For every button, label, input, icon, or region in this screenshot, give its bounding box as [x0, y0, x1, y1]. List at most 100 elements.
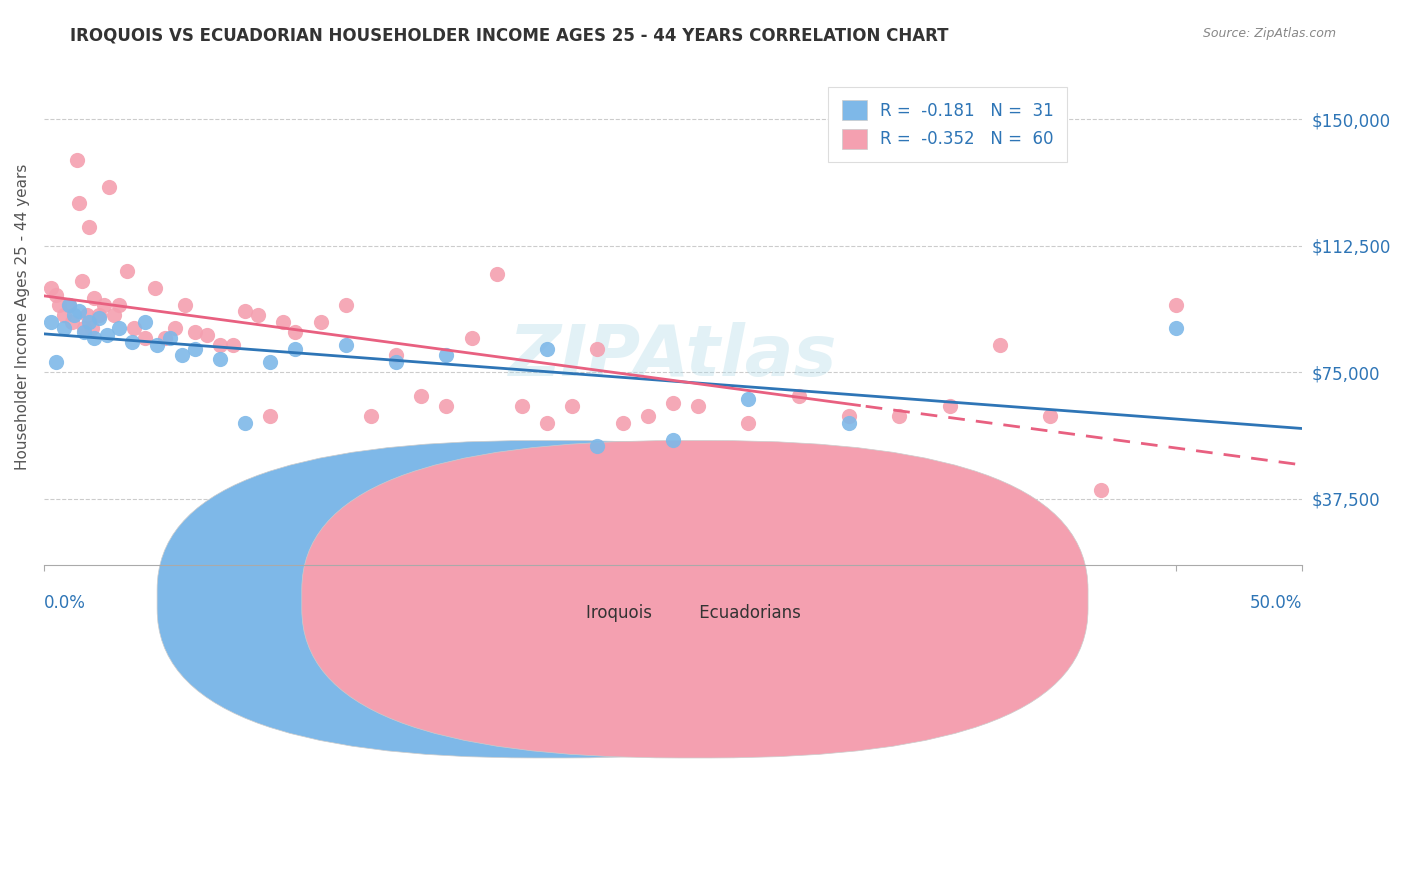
- Point: [83, 291, 105, 305]
- Point: [460, 331, 482, 345]
- Point: [221, 338, 243, 352]
- Point: [83, 331, 105, 345]
- Point: [134, 315, 156, 329]
- Point: [184, 325, 207, 339]
- Point: [284, 325, 307, 339]
- Point: [233, 416, 256, 430]
- Point: [63, 308, 86, 322]
- Point: [41, 315, 63, 329]
- Point: [172, 348, 194, 362]
- Point: [686, 399, 709, 413]
- Point: [938, 399, 960, 413]
- Point: [70, 274, 93, 288]
- Point: [536, 416, 558, 430]
- Point: [335, 298, 357, 312]
- Point: [58, 298, 80, 312]
- Point: [53, 308, 76, 322]
- Point: [510, 399, 533, 413]
- Point: [77, 315, 100, 329]
- Point: [233, 304, 256, 318]
- Point: [146, 338, 169, 352]
- Point: [80, 321, 103, 335]
- Point: [536, 342, 558, 356]
- Point: [153, 331, 176, 345]
- Point: [98, 179, 121, 194]
- Point: [309, 315, 332, 329]
- Point: [173, 298, 195, 312]
- Point: [637, 409, 659, 423]
- Point: [48, 298, 70, 312]
- Point: [586, 439, 609, 453]
- Text: Source: ZipAtlas.com: Source: ZipAtlas.com: [1202, 27, 1336, 40]
- Point: [436, 399, 458, 413]
- Point: [67, 196, 90, 211]
- Point: [485, 268, 508, 282]
- Point: [93, 298, 115, 312]
- Point: [737, 392, 759, 407]
- Point: [73, 321, 96, 335]
- Point: [197, 328, 219, 343]
- Point: [385, 355, 408, 369]
- Point: [1164, 298, 1187, 312]
- Legend: R =  -0.181   N =  31, R =  -0.352   N =  60: R = -0.181 N = 31, R = -0.352 N = 60: [828, 87, 1067, 162]
- FancyBboxPatch shape: [157, 441, 943, 758]
- Point: [246, 308, 269, 322]
- Point: [103, 308, 125, 322]
- Point: [108, 321, 131, 335]
- Text: ZIPAtlas: ZIPAtlas: [509, 322, 837, 391]
- Point: [73, 325, 96, 339]
- Point: [411, 389, 433, 403]
- Point: [988, 338, 1011, 352]
- Point: [89, 311, 111, 326]
- Point: [124, 321, 146, 335]
- Point: [77, 220, 100, 235]
- Point: [284, 342, 307, 356]
- Point: [184, 342, 207, 356]
- Point: [787, 389, 810, 403]
- Point: [96, 328, 118, 343]
- Point: [838, 409, 860, 423]
- Point: [121, 334, 143, 349]
- Point: [58, 298, 80, 312]
- Point: [1164, 321, 1187, 335]
- Point: [108, 298, 131, 312]
- Point: [271, 315, 294, 329]
- Point: [115, 264, 138, 278]
- Point: [89, 308, 111, 322]
- Point: [45, 355, 67, 369]
- Point: [612, 416, 634, 430]
- FancyBboxPatch shape: [302, 441, 1088, 758]
- Point: [41, 281, 63, 295]
- Point: [65, 153, 87, 167]
- Point: [561, 399, 583, 413]
- Point: [385, 348, 408, 362]
- Point: [838, 416, 860, 430]
- Text: IROQUOIS VS ECUADORIAN HOUSEHOLDER INCOME AGES 25 - 44 YEARS CORRELATION CHART: IROQUOIS VS ECUADORIAN HOUSEHOLDER INCOM…: [70, 27, 949, 45]
- Point: [662, 395, 685, 409]
- Point: [335, 338, 357, 352]
- Point: [53, 321, 76, 335]
- Point: [1090, 483, 1112, 498]
- Point: [67, 304, 90, 318]
- Point: [889, 409, 911, 423]
- Point: [134, 331, 156, 345]
- Point: [143, 281, 166, 295]
- Point: [737, 416, 759, 430]
- Point: [76, 308, 98, 322]
- Point: [259, 409, 281, 423]
- Point: [436, 348, 458, 362]
- Point: [1039, 409, 1062, 423]
- Text: 50.0%: 50.0%: [1250, 594, 1302, 612]
- Y-axis label: Householder Income Ages 25 - 44 years: Householder Income Ages 25 - 44 years: [15, 163, 30, 470]
- Point: [60, 315, 83, 329]
- Point: [159, 331, 181, 345]
- Point: [662, 433, 685, 447]
- Point: [163, 321, 186, 335]
- Point: [259, 355, 281, 369]
- Point: [586, 342, 609, 356]
- Point: [208, 338, 231, 352]
- Point: [45, 287, 67, 301]
- Point: [208, 351, 231, 366]
- Point: [360, 409, 382, 423]
- Text: Iroquois         Ecuadorians: Iroquois Ecuadorians: [544, 604, 801, 623]
